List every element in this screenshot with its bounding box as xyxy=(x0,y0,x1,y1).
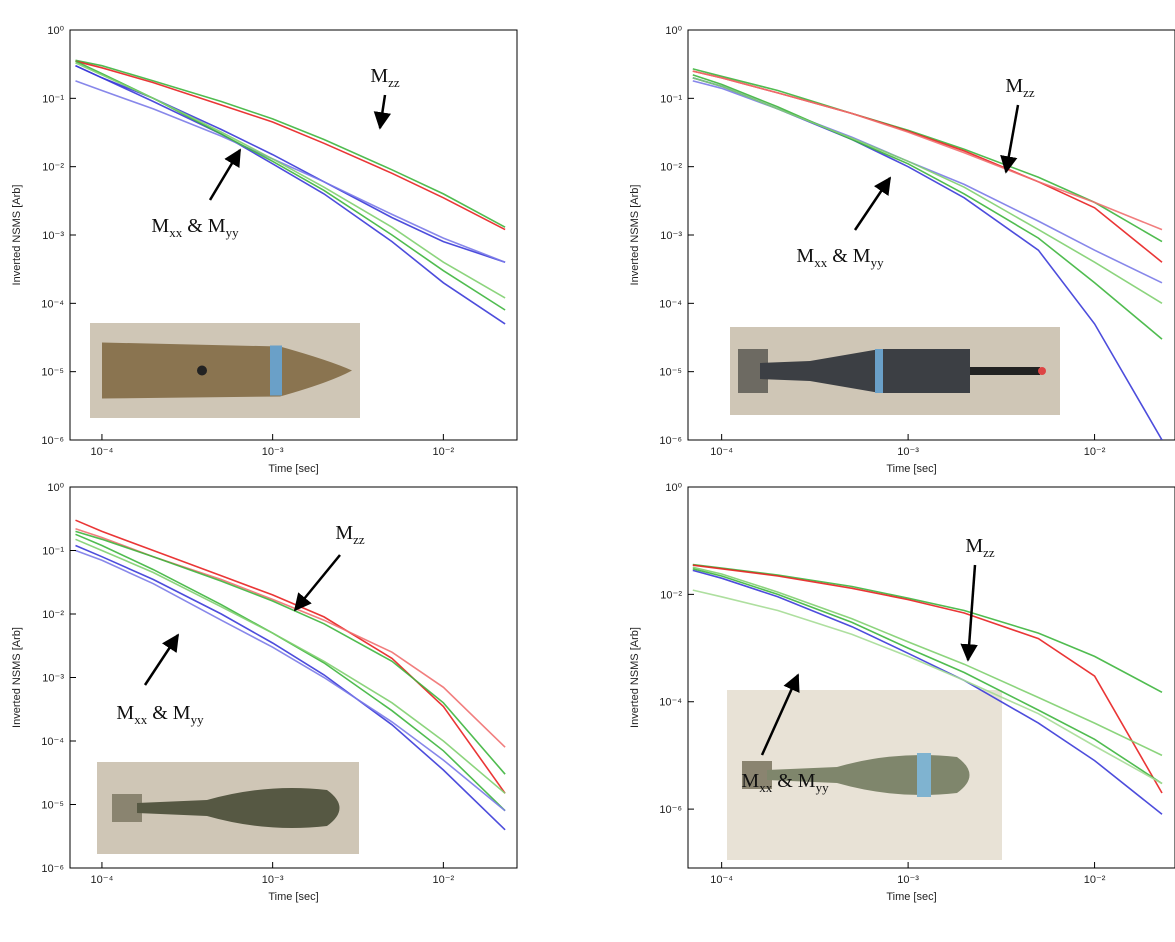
panel: 10⁻⁴ 10⁻³ 10⁻² 10⁰ 10⁻² 10⁻⁴ 10⁻⁶ Time [sec] Inv… xyxy=(629,482,1175,903)
annotation-part: & M xyxy=(772,770,816,792)
x-axis-label: Time [sec] xyxy=(268,891,318,903)
x-tick-label: 10⁻² xyxy=(433,446,455,458)
annotation-part: M xyxy=(1005,75,1023,97)
y-tick-label: 10⁻² xyxy=(660,162,682,174)
photo-band xyxy=(270,346,282,396)
photo-band xyxy=(917,753,931,797)
photo-hole xyxy=(197,366,207,376)
annotation-part: zz xyxy=(353,532,365,547)
y-tick-label: 10⁻⁵ xyxy=(41,367,64,379)
annotation-part: yy xyxy=(226,225,240,240)
annotation-part: M xyxy=(151,215,169,237)
y-tick-label: 10⁻² xyxy=(660,589,682,601)
annotation-part: xx xyxy=(134,712,148,727)
panel: 10⁻⁴ 10⁻³ 10⁻² 10⁰ 10⁻¹ 10⁻² 10⁻³ 10⁻⁴ 10⁻⁵ 10⁻⁶ T… xyxy=(629,25,1175,475)
y-tick-label: 10⁻³ xyxy=(660,230,682,242)
x-tick-label: 10⁻⁴ xyxy=(710,446,733,458)
x-tick-label: 10⁻² xyxy=(433,874,455,886)
y-tick-label: 10⁻³ xyxy=(42,230,64,242)
y-tick-label: 10⁻⁴ xyxy=(659,298,682,310)
x-tick-label: 10⁻² xyxy=(1084,874,1106,886)
x-tick-label: 10⁻⁴ xyxy=(710,874,733,886)
panel: 10⁻⁴ 10⁻³ 10⁻² 10⁰ 10⁻¹ 10⁻² 10⁻³ 10⁻⁴ 10⁻⁵ 10⁻⁶ T… xyxy=(11,482,517,903)
y-tick-label: 10⁻¹ xyxy=(660,93,682,105)
figure: 10⁻⁴ 10⁻³ 10⁻² 10⁰ 10⁻¹ 10⁻² 10⁻³ 10⁻⁴ 10⁻⁵ 10⁻⁶ T… xyxy=(0,0,1175,942)
y-tick-label: 10⁰ xyxy=(47,482,64,494)
annotation-part: & M xyxy=(147,702,191,724)
annotation-part: M xyxy=(335,522,353,544)
annotation-part: yy xyxy=(871,255,885,270)
y-tick-label: 10⁻⁵ xyxy=(41,800,64,812)
annotation-part: xx xyxy=(169,225,183,240)
y-tick-label: 10⁻¹ xyxy=(42,546,64,558)
y-axis-label: Inverted NSMS [Arb] xyxy=(11,627,23,728)
annotation-part: M xyxy=(965,535,983,557)
y-tick-label: 10⁻¹ xyxy=(42,93,64,105)
annotation-part: M xyxy=(796,245,814,267)
annotation-part: zz xyxy=(388,75,400,90)
y-tick-label: 10⁰ xyxy=(665,25,682,37)
y-tick-label: 10⁻⁶ xyxy=(659,435,682,447)
x-tick-label: 10⁻³ xyxy=(897,874,919,886)
y-tick-label: 10⁻⁶ xyxy=(659,804,682,816)
x-axis-label: Time [sec] xyxy=(886,463,936,475)
photo-band xyxy=(875,349,883,393)
y-tick-label: 10⁻⁶ xyxy=(41,435,64,447)
x-axis-label: Time [sec] xyxy=(886,891,936,903)
y-tick-label: 10⁻⁴ xyxy=(41,736,64,748)
y-tick-label: 10⁻⁴ xyxy=(659,697,682,709)
x-tick-label: 10⁻³ xyxy=(262,446,284,458)
y-axis-label: Inverted NSMS [Arb] xyxy=(629,627,641,728)
annotation-part: zz xyxy=(1023,85,1035,100)
panel: 10⁻⁴ 10⁻³ 10⁻² 10⁰ 10⁻¹ 10⁻² 10⁻³ 10⁻⁴ 10⁻⁵ 10⁻⁶ T… xyxy=(11,25,517,475)
y-axis-label: Inverted NSMS [Arb] xyxy=(11,185,23,286)
annotation-part: M xyxy=(116,702,134,724)
y-tick-label: 10⁻³ xyxy=(42,673,64,685)
photo-tip xyxy=(1038,367,1046,375)
annotation-part: yy xyxy=(816,780,830,795)
x-tick-label: 10⁻³ xyxy=(262,874,284,886)
x-tick-label: 10⁻³ xyxy=(897,446,919,458)
x-tick-label: 10⁻⁴ xyxy=(91,446,114,458)
annotation-part: zz xyxy=(983,545,995,560)
annotation-part: M xyxy=(370,65,388,87)
photo-rod xyxy=(970,367,1040,375)
annotation-part: xx xyxy=(759,780,773,795)
annotation-part: yy xyxy=(191,712,205,727)
y-tick-label: 10⁰ xyxy=(665,482,682,494)
y-tick-label: 10⁻⁵ xyxy=(659,367,682,379)
annotation-part: & M xyxy=(182,215,226,237)
y-tick-label: 10⁻² xyxy=(42,162,64,174)
y-tick-label: 10⁰ xyxy=(47,25,64,37)
annotation-part: & M xyxy=(827,245,871,267)
annotation-part: xx xyxy=(814,255,828,270)
y-axis-label: Inverted NSMS [Arb] xyxy=(629,185,641,286)
x-tick-label: 10⁻⁴ xyxy=(91,874,114,886)
y-tick-label: 10⁻⁴ xyxy=(41,298,64,310)
y-tick-label: 10⁻⁶ xyxy=(41,863,64,875)
x-axis-label: Time [sec] xyxy=(268,463,318,475)
y-tick-label: 10⁻² xyxy=(42,609,64,621)
annotation-part: M xyxy=(741,770,759,792)
x-tick-label: 10⁻² xyxy=(1084,446,1106,458)
